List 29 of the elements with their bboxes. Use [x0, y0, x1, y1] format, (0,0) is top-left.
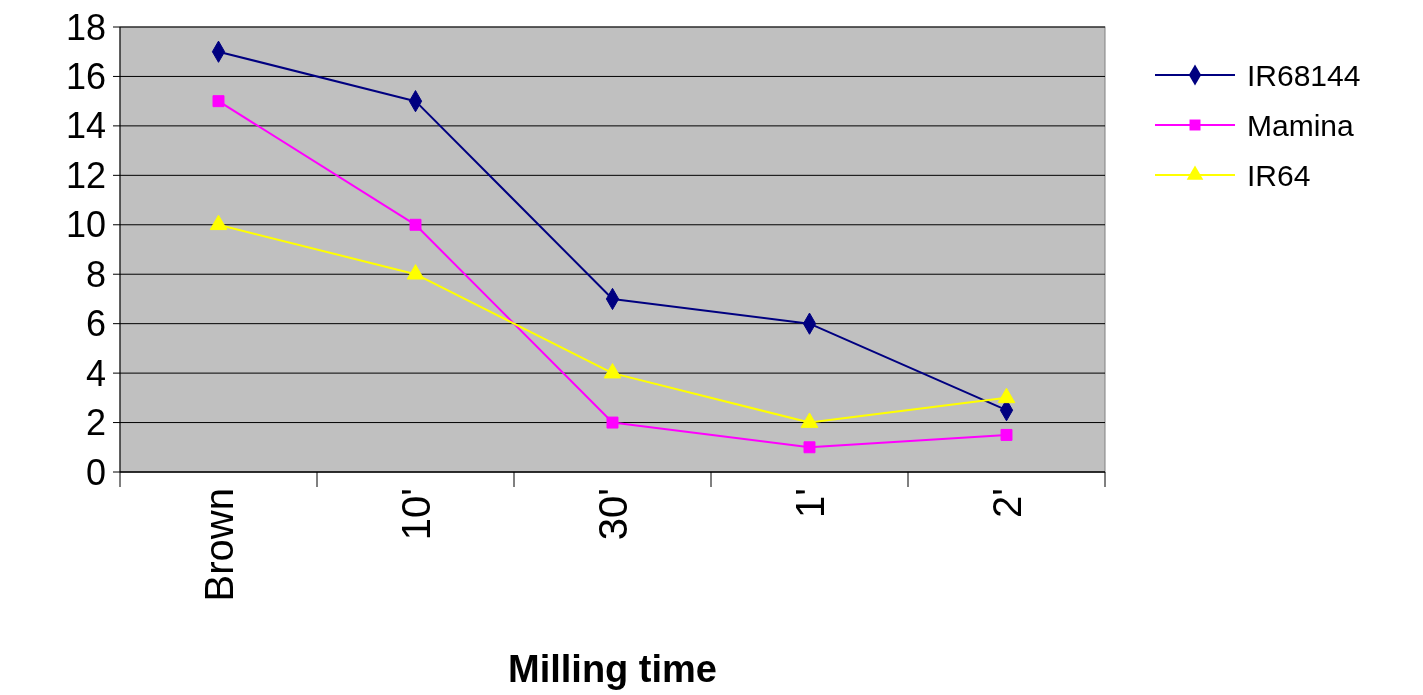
x-tick-label: 1'	[787, 488, 832, 518]
point	[1000, 428, 1013, 441]
legend-label: Mamina	[1247, 108, 1355, 142]
point	[997, 387, 1016, 404]
x-tick-label: 10'	[393, 488, 438, 541]
y-tick-label: 4	[85, 352, 106, 394]
point	[409, 218, 422, 231]
y-tick-label: 6	[85, 303, 106, 345]
x-axis-title: Milling time	[508, 648, 717, 690]
legend-label: IR64	[1247, 158, 1311, 192]
x-tick-label: Brown	[196, 488, 241, 602]
point	[212, 95, 225, 108]
x-tick-label: 2'	[984, 488, 1029, 518]
point	[603, 363, 622, 379]
point	[803, 441, 816, 454]
y-tick-label: 12	[65, 154, 106, 196]
y-tick-label: 8	[85, 253, 106, 295]
point	[209, 214, 228, 231]
point	[406, 264, 425, 280]
y-tick-label: 2	[85, 402, 106, 444]
point	[606, 416, 619, 429]
y-tick-label: 0	[85, 451, 106, 493]
y-tick-label: 16	[65, 56, 106, 98]
y-tick-label: 10	[65, 204, 106, 246]
y-tick-label: 18	[65, 6, 106, 48]
legend-label: IR68144	[1247, 58, 1361, 92]
point	[800, 412, 819, 428]
x-tick-label: 30'	[590, 488, 635, 541]
y-tick-label: 14	[65, 105, 106, 147]
